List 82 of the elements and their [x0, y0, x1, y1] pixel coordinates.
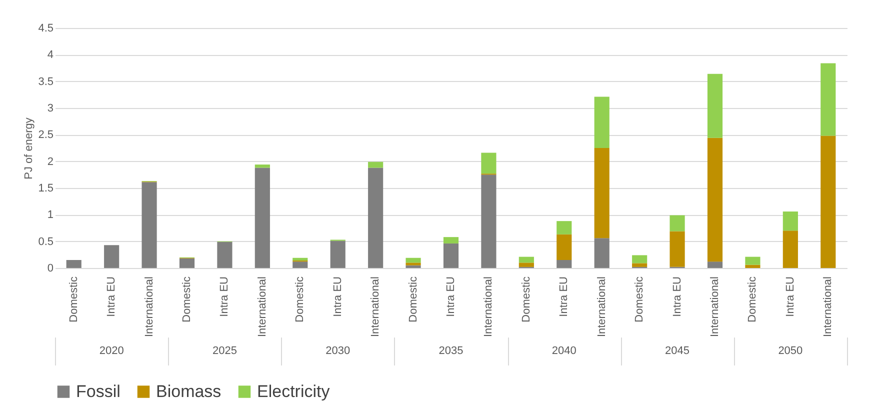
text: 2020: [99, 345, 124, 357]
x-tick-label: Intra EU: [106, 276, 118, 317]
x-tick-label: Domestic: [294, 276, 306, 322]
bar: [368, 168, 384, 268]
bar: [518, 256, 534, 263]
bar: [217, 242, 232, 268]
bar: [254, 164, 270, 168]
bar: [782, 211, 798, 231]
bar: [330, 240, 346, 268]
y-tick-label: 1.5: [38, 182, 54, 194]
bar: [406, 258, 421, 263]
x-tick-label: International: [822, 276, 834, 338]
x-tick-label: Domestic: [68, 276, 80, 322]
bar: [594, 148, 610, 238]
y-axis-title: PJ of energy: [23, 117, 36, 180]
x-tick-label: Intra EU: [218, 276, 231, 317]
x-tick-label: Intra EU: [784, 276, 796, 317]
bar: [670, 215, 685, 232]
y-tick-label: 3: [47, 102, 54, 114]
bar: [594, 96, 610, 148]
x-tick-label: Domestic: [181, 276, 193, 322]
y-tick-label: 4.5: [38, 22, 54, 34]
bar: [670, 231, 685, 267]
x-tick-label: International: [143, 276, 156, 338]
y-tick-label: 0: [47, 262, 54, 274]
bar: [707, 262, 723, 268]
bar: [443, 243, 459, 268]
x-tick-label: Domestic: [520, 276, 532, 322]
text: 2050: [778, 345, 803, 357]
bar: [66, 260, 82, 268]
bar: [481, 152, 496, 174]
bar: [632, 263, 648, 267]
y-tick-label: 1: [47, 209, 54, 222]
bar: [556, 260, 572, 268]
x-tick-label: International: [370, 276, 382, 338]
y-tick-label: 4: [47, 49, 54, 62]
bar: [104, 245, 120, 268]
bar: [820, 136, 836, 268]
x-tick-label: International: [482, 276, 495, 338]
bar: [518, 262, 534, 267]
x-tick-label: Domestic: [746, 276, 759, 322]
bar: [481, 174, 496, 268]
text: 2030: [326, 345, 350, 357]
bar: [707, 74, 723, 138]
bar: [406, 265, 421, 268]
bar: [406, 262, 421, 266]
text: 2025: [212, 345, 237, 357]
x-tick-label: International: [709, 276, 721, 338]
legend-label: Electricity: [257, 382, 330, 401]
y-tick-label: 2.5: [38, 129, 54, 142]
x-tick-label: Intra EU: [332, 276, 344, 317]
x-tick-label: Domestic: [407, 276, 420, 322]
bar: [707, 138, 723, 262]
x-tick-label: International: [256, 276, 268, 338]
bar: [632, 255, 648, 264]
x-tick-label: Domestic: [634, 276, 646, 322]
bar: [443, 237, 459, 244]
bar: [820, 63, 836, 136]
x-tick-label: Intra EU: [445, 276, 457, 317]
text: 2035: [438, 345, 464, 357]
bar: [254, 168, 270, 268]
y-tick-label: 0.5: [38, 236, 54, 248]
bar: [292, 258, 308, 261]
bar: [782, 230, 798, 268]
legend-label: Fossil: [76, 382, 120, 401]
bar: [142, 182, 157, 268]
bar: [179, 258, 195, 268]
x-tick-label: Intra EU: [558, 276, 570, 317]
bar: [556, 234, 572, 260]
bar: [292, 262, 308, 268]
bar: [368, 162, 384, 168]
text: 2040: [552, 345, 576, 357]
y-tick-label: 2: [47, 156, 54, 168]
bar: [745, 264, 760, 268]
bar: [745, 256, 760, 265]
x-tick-label: Intra EU: [671, 276, 684, 317]
y-tick-label: 3.5: [38, 76, 54, 88]
legend-label: Biomass: [156, 382, 222, 401]
x-tick-label: International: [596, 276, 608, 338]
bar: [594, 238, 610, 268]
text: 2045: [665, 345, 690, 357]
bar: [556, 221, 572, 234]
